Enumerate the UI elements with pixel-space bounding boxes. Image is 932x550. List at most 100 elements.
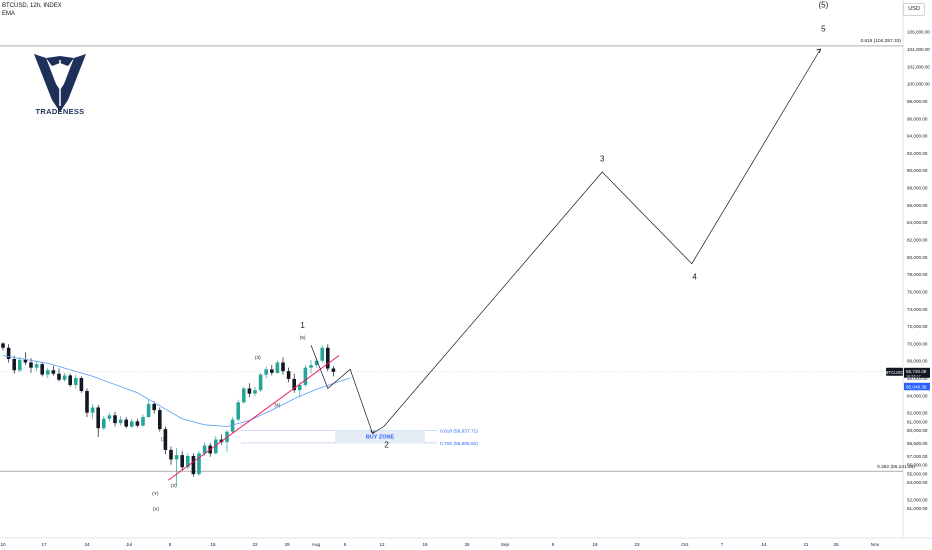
wave-label: 1: [300, 321, 305, 330]
candle-body: [275, 362, 280, 373]
candle-body: [79, 378, 84, 392]
y-tick-label: 52,000.00: [907, 497, 928, 502]
candle-body: [314, 360, 319, 366]
symbol-badge: [886, 367, 903, 376]
x-tick-label: 24: [84, 542, 90, 547]
candle-body: [191, 455, 196, 475]
ema-line: [2, 355, 351, 427]
y-tick-label: 72,000.00: [907, 324, 928, 329]
projection-arrowhead: [816, 48, 822, 54]
y-tick-label: 84,000.00: [907, 220, 928, 225]
x-tick-label: 12: [379, 542, 385, 547]
y-tick-label: 78,000.00: [907, 272, 928, 277]
candle-body: [102, 418, 106, 429]
candle-body: [124, 419, 128, 427]
y-tick-label: 86,000.00: [907, 203, 928, 208]
y-tick-label: 98,000.00: [907, 99, 928, 104]
wave-label: 2: [384, 440, 389, 449]
candle-body: [298, 384, 302, 391]
candle-body: [264, 369, 268, 375]
y-tick-label: 68,000.00: [907, 359, 928, 364]
candle-body: [281, 362, 285, 372]
currency-button[interactable]: USD: [903, 3, 925, 16]
candle-body: [326, 347, 330, 369]
y-tick-label: 64,000.00: [907, 393, 928, 398]
candle-body: [1, 343, 5, 348]
projection-path: [310, 48, 821, 435]
x-tick-label: 17: [41, 542, 47, 547]
x-tick-label: Aug: [312, 542, 321, 547]
wave-label: 5: [821, 25, 826, 34]
y-tick-label: 90,000.00: [907, 168, 928, 173]
x-tick-label: 15: [210, 542, 216, 547]
fib-label: 0.382 (55,241.24): [877, 464, 915, 470]
x-tick-label: Nov: [871, 542, 880, 547]
candle-body: [118, 419, 123, 424]
candle-body: [141, 417, 145, 426]
countdown-value: 18:26:17: [906, 374, 921, 378]
candle-body: [135, 421, 140, 426]
ema-badge: [904, 382, 930, 391]
y-tick-label: 66,000.00: [907, 376, 928, 381]
y-tick-label: 88,000.00: [907, 186, 928, 191]
candle-body: [90, 407, 95, 413]
y-tick-label: 80,000.00: [907, 255, 928, 260]
candle-body: [174, 455, 179, 460]
x-tick-label: Sep: [501, 542, 510, 547]
x-tick-label: 14: [761, 542, 767, 547]
y-tick-label: 82,000.00: [907, 238, 928, 243]
candle-body: [270, 369, 274, 373]
current-price-badge: [904, 367, 930, 378]
y-tick-label: 70,000.00: [907, 341, 928, 346]
wave-label: (X): [153, 507, 160, 513]
candle-body: [12, 358, 16, 371]
candle-body: [113, 415, 117, 424]
candle-body: [74, 378, 78, 385]
wave2-arrowhead: [370, 430, 375, 435]
candle-body: [169, 449, 173, 460]
current-price-value: 66,720.08: [906, 369, 927, 374]
x-tick-label: 21: [803, 542, 809, 547]
x-tick-label: 16: [592, 542, 598, 547]
y-tick-label: 56,000.00: [907, 463, 928, 468]
candle-body: [46, 370, 50, 375]
wave-label: (1): [161, 436, 167, 442]
candle-body: [331, 368, 336, 372]
symbol-line: BTCUSD, 12h, INDEX: [2, 3, 62, 9]
x-tick-label: Jul: [126, 542, 132, 547]
candle-body: [163, 429, 168, 450]
candle-body: [57, 373, 61, 380]
wave-label: 4: [692, 272, 697, 281]
wave-label: (5): [819, 0, 829, 9]
y-tick-label: 58,500.00: [907, 441, 928, 446]
x-tick-label: Oct: [681, 542, 689, 547]
y-tick-label: 62,000.00: [907, 411, 928, 416]
candle-body: [186, 455, 190, 468]
candle-body: [197, 453, 201, 475]
indicator-label: EMA: [2, 11, 16, 17]
x-tick-label: 19: [422, 542, 428, 547]
y-tick-label: 60,000.00: [907, 428, 928, 433]
candle-body: [230, 419, 235, 432]
fib-label: 0.705 (58,505.92): [440, 441, 478, 447]
candle-body: [258, 374, 263, 391]
y-tick-label: 74,000.00: [907, 307, 928, 312]
bull-v-logo-icon: [34, 54, 86, 112]
x-tick-label: 8: [169, 542, 172, 547]
candle-body: [29, 362, 33, 368]
x-tick-label: 9: [552, 542, 555, 547]
y-tick-label: 57,000.00: [907, 454, 928, 459]
candle-body: [40, 364, 44, 375]
fib-label: 0.618 (104,357.33): [860, 38, 901, 44]
y-tick-label: 76,000.00: [907, 289, 928, 294]
candle-body: [214, 439, 218, 454]
candle-body: [303, 367, 308, 385]
chart-header: BTCUSD, 12h, INDEX EMA: [2, 2, 62, 18]
x-tick-label: 6: [344, 542, 347, 547]
candle-body: [152, 404, 156, 411]
wave-label: (3): [255, 355, 261, 361]
x-tick-label: 22: [252, 542, 258, 547]
candle-body: [68, 375, 72, 385]
wave-label: 3: [600, 155, 605, 164]
